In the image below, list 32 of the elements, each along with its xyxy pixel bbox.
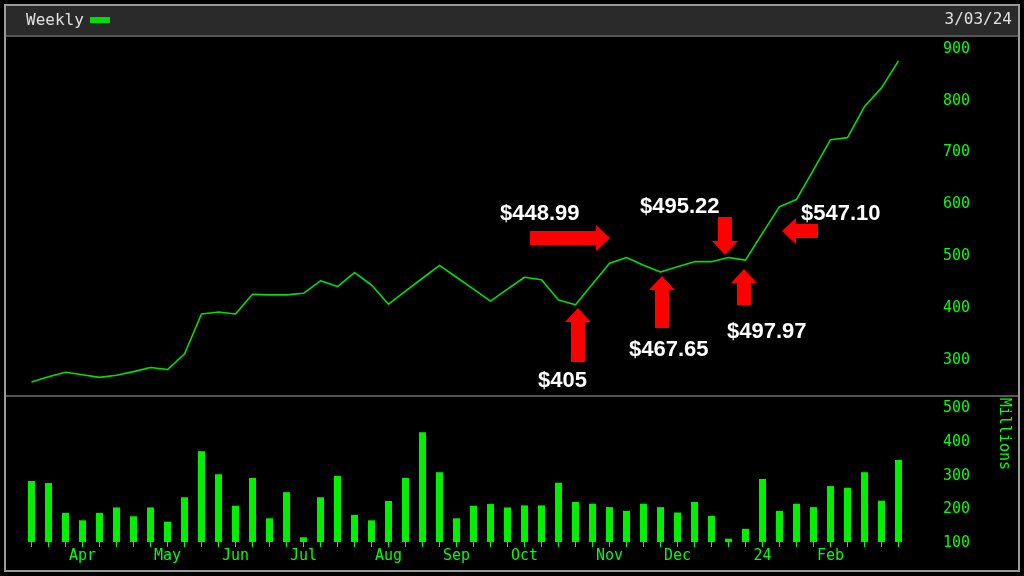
- x-tick-label: 24: [753, 545, 772, 564]
- x-tick-label: Oct: [510, 545, 539, 564]
- y-tick-label: 200: [943, 499, 971, 518]
- y-tick-label: 400: [943, 431, 971, 450]
- y-tick-label: 400: [943, 298, 971, 317]
- y-tick-label: 900: [943, 38, 971, 57]
- annotation: $467.65: [629, 336, 709, 361]
- y-tick-label: 700: [943, 142, 971, 161]
- y-tick-label: 300: [943, 350, 971, 369]
- y-tick-label: 800: [943, 90, 971, 109]
- legend-label: Weekly: [26, 10, 84, 29]
- x-tick-label: Feb: [816, 545, 845, 564]
- annotation: $448.99: [500, 200, 580, 225]
- x-tick-label: Jun: [221, 545, 250, 564]
- text: 3/03/24: [944, 9, 1012, 28]
- y-tick-label: 100: [943, 533, 971, 552]
- x-tick-label: May: [153, 545, 182, 564]
- annotation: $547.10: [801, 200, 881, 225]
- x-tick-label: Aug: [374, 545, 403, 564]
- y-axis-title: Millions: [995, 397, 1014, 470]
- annotation: $405: [538, 367, 587, 392]
- x-tick-label: Jul: [289, 545, 318, 564]
- y-tick-label: 500: [943, 246, 971, 265]
- y-tick-label: 500: [943, 397, 971, 416]
- annotation: $497.97: [727, 318, 807, 343]
- annotation: $495.22: [640, 193, 720, 218]
- x-tick-label: Sep: [442, 545, 471, 564]
- x-tick-label: Apr: [68, 545, 97, 564]
- y-tick-label: 300: [943, 465, 971, 484]
- y-tick-label: 600: [943, 194, 971, 213]
- x-tick-label: Nov: [595, 545, 624, 564]
- x-tick-label: Dec: [663, 545, 692, 564]
